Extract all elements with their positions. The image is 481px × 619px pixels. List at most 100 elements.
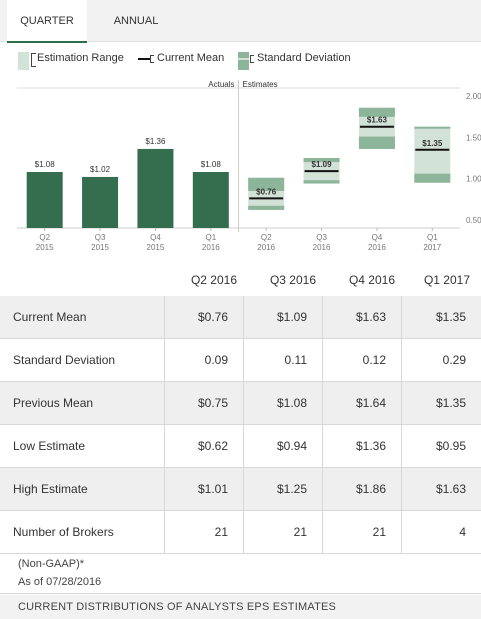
estimate-deviation-upper [358,107,395,117]
y-tick-label: 2.00 [466,92,481,101]
legend-label-current-mean: Current Mean [157,52,225,64]
x-tick-label-year: 2015 [36,243,54,252]
x-tick-label-quarter: Q4 [372,233,383,242]
table-cell: $1.35 [401,296,481,339]
table-row-current-mean: Current Mean $0.76 $1.09 $1.63 $1.35 [0,296,481,339]
table-footnote: (Non-GAAP)* As of 07/28/2016 [0,554,481,594]
actual-value-label: $1.36 [145,137,166,146]
table-cell: $0.75 [164,382,243,425]
row-label: High Estimate [13,482,88,496]
x-tick-label-year: 2017 [423,243,441,252]
row-label: Previous Mean [13,396,94,410]
actual-value-label: $1.02 [90,165,111,174]
table-cell: 21 [322,511,401,554]
table-header: Q2 2016 Q3 2016 Q4 2016 Q1 2017 [0,264,481,296]
table-row-standard-deviation: Standard Deviation 0.09 0.11 0.12 0.29 [0,339,481,382]
x-tick-label-year: 2016 [368,243,386,252]
as-of-date: As of 07/28/2016 [18,576,102,588]
table-cell: $1.63 [401,468,481,511]
table-cell: $1.86 [322,468,401,511]
x-tick-label-year: 2015 [147,243,165,252]
table-cell: $0.94 [243,425,322,468]
table-row-number-of-brokers: Number of Brokers 21 21 21 4 [0,511,481,554]
estimate-deviation-lower [303,180,340,184]
actual-bar [137,148,174,228]
table-cell: 0.12 [322,339,401,382]
period-tabs: QUARTER ANNUAL [0,0,481,43]
row-label: Current Mean [13,310,87,324]
estimate-deviation-upper [303,158,340,163]
y-tick-label: 1.00 [466,175,481,184]
estimate-mean-label: $1.09 [312,160,333,169]
x-tick-label-quarter: Q2 [39,233,50,242]
estimate-deviation-lower [248,205,285,210]
legend-label-estimation-range: Estimation Range [37,52,124,64]
range-bracket-icon [31,53,36,67]
table-row-high-estimate: High Estimate $1.01 $1.25 $1.86 $1.63 [0,468,481,511]
estimate-mean-label: $0.76 [256,187,277,196]
estimate-mean-label: $1.35 [422,139,443,148]
table-cell: $1.35 [401,382,481,425]
deviation-swatch-icon [238,52,249,70]
table-cell: $1.63 [322,296,401,339]
tab-quarter[interactable]: QUARTER [7,0,87,43]
y-tick-label: 0.50 [466,216,481,225]
actual-bar [192,172,229,228]
table-cell: $1.36 [322,425,401,468]
table-cell: $0.62 [164,425,243,468]
section-title-distributions[interactable]: CURRENT DISTRIBUTIONS OF ANALYSTS EPS ES… [0,595,481,619]
table-cell: 0.11 [243,339,322,382]
non-gaap-note: (Non-GAAP)* [18,558,85,570]
x-tick-label-year: 2015 [91,243,109,252]
estimates-section-label: Estimates [243,80,278,89]
table-cell: $1.64 [322,382,401,425]
table-cell: $1.09 [243,296,322,339]
eps-chart: 2.00 1.50 1.00 0.50 Actuals Estimates $1.08 $1.… [17,80,481,252]
column-header: Q1 2017 [423,273,471,287]
x-tick-label-year: 2016 [257,243,275,252]
row-label: Standard Deviation [13,353,116,367]
table-cell: 21 [243,511,322,554]
table-cell: $1.01 [164,468,243,511]
table-cell: $1.08 [243,382,322,425]
table-cell: $0.76 [164,296,243,339]
table-cell: 4 [401,511,481,554]
row-label: Low Estimate [13,439,86,453]
y-tick-label: 1.50 [466,133,481,142]
actual-value-label: $1.08 [201,160,222,169]
estimation-range-swatch [18,52,29,70]
x-tick-label-quarter: Q4 [150,233,161,242]
column-header: Q2 2016 [190,273,238,287]
actuals-section-label: Actuals [208,80,234,89]
column-header: Q3 2016 [269,273,317,287]
estimate-mean-label: $1.63 [367,116,388,125]
x-tick-label-quarter: Q1 [427,233,438,242]
estimate-deviation-upper [414,126,451,129]
x-tick-label-quarter: Q2 [261,233,272,242]
x-tick-label-year: 2016 [202,243,220,252]
table-cell: $0.95 [401,425,481,468]
mean-line-icon [138,58,150,60]
deviation-bracket-icon [250,55,254,63]
estimate-deviation-upper [248,177,285,191]
row-label: Number of Brokers [13,525,114,539]
actual-bar [26,172,63,228]
estimates-table: Q2 2016 Q3 2016 Q4 2016 Q1 2017 Current … [0,264,481,554]
table-cell: $1.25 [243,468,322,511]
x-tick-label-quarter: Q3 [95,233,106,242]
estimate-deviation-lower [358,136,395,149]
mean-bracket-icon [150,55,154,63]
table-cell: 0.29 [401,339,481,382]
column-header: Q4 2016 [348,273,396,287]
estimate-range-box [414,126,451,183]
table-row-low-estimate: Low Estimate $0.62 $0.94 $1.36 $0.95 [0,425,481,468]
estimate-deviation-lower [414,173,451,183]
table-row-previous-mean: Previous Mean $0.75 $1.08 $1.64 $1.35 [0,382,481,425]
tab-annual[interactable]: ANNUAL [113,15,159,27]
table-cell: 21 [164,511,243,554]
actual-bar [82,176,119,228]
x-tick-label-year: 2016 [313,243,331,252]
legend-label-standard-deviation: Standard Deviation [257,52,351,64]
actual-value-label: $1.08 [35,160,56,169]
table-cell: 0.09 [164,339,243,382]
